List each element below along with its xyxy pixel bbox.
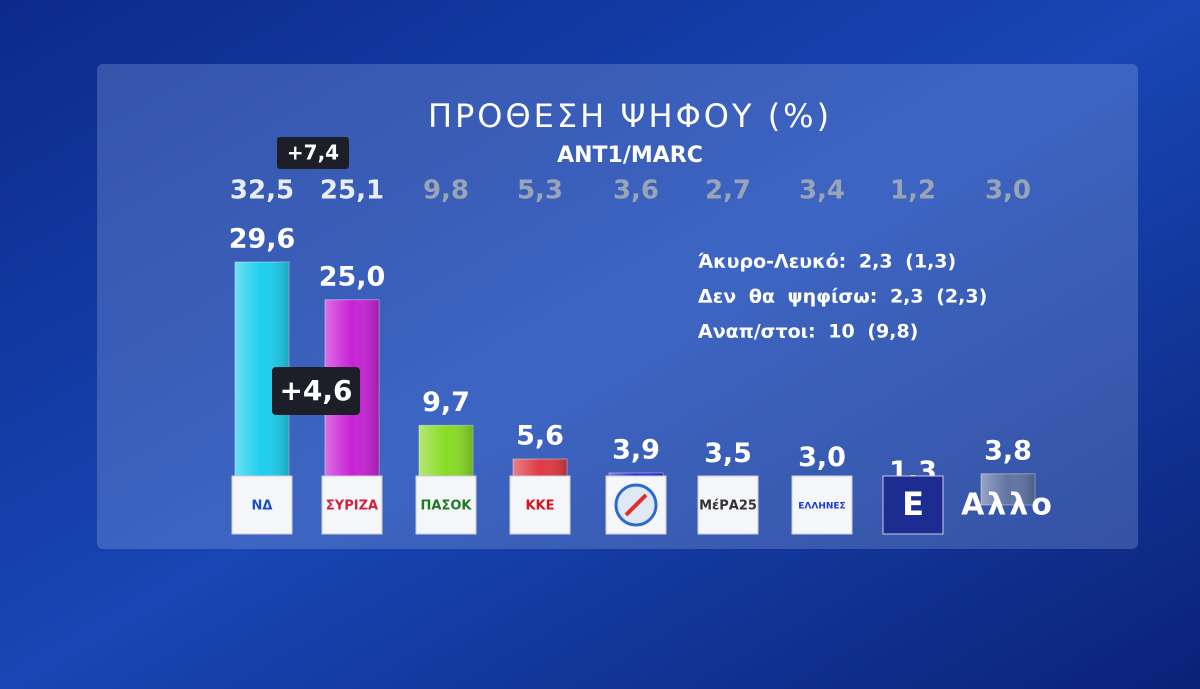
- note: Δεν θα ψηφίσω: 2,3 (2,3): [698, 286, 987, 308]
- annotation-box: [272, 367, 360, 415]
- logo-label: Αλλο: [961, 488, 1055, 523]
- annotation: +4,6: [279, 374, 352, 407]
- party-logo: [882, 475, 944, 535]
- value-label: 25,0: [319, 261, 386, 292]
- previous-value: 32,5: [230, 176, 294, 206]
- previous-value: 9,8: [423, 176, 469, 206]
- value-label: 3,5: [704, 438, 752, 469]
- logo-label: ΕΛΛΗΝΕΣ: [798, 502, 845, 512]
- note: Άκυρο-Λευκό: 2,3 (1,3): [698, 251, 956, 273]
- party-logo: [509, 475, 571, 535]
- logo-label: ΣΥΡΙΖΑ: [326, 499, 378, 514]
- previous-value: 1,2: [890, 176, 936, 206]
- party-logo: [697, 475, 759, 535]
- note: Αναπ/στοι: 10 (9,8): [698, 321, 918, 343]
- logo-label: Ε: [902, 485, 924, 523]
- party-logo: [415, 475, 477, 535]
- logo-label: ΚΚΕ: [525, 499, 554, 514]
- value-label: 5,6: [516, 421, 564, 452]
- annotation: +7,4: [287, 141, 339, 165]
- value-label: 3,8: [984, 435, 1032, 466]
- previous-value: 2,7: [705, 176, 751, 206]
- value-label: 9,7: [422, 387, 470, 418]
- previous-value: 5,3: [517, 176, 563, 206]
- party-logo: [231, 475, 293, 535]
- value-label: 29,6: [229, 224, 296, 255]
- annotation-box: [277, 137, 349, 169]
- previous-value: 25,1: [320, 176, 384, 206]
- previous-value: 3,4: [799, 176, 845, 206]
- chart-subtitle: ANT1/MARC: [557, 143, 703, 168]
- logo-needle: [624, 493, 648, 517]
- party-logo: [321, 475, 383, 535]
- logo-label: ΠΑΣΟΚ: [421, 499, 473, 514]
- value-label: 3,0: [798, 442, 846, 473]
- party-logo: [791, 475, 853, 535]
- logo-label: ΝΔ: [252, 499, 273, 514]
- value-label: 3,9: [612, 434, 660, 465]
- previous-value: 3,0: [985, 176, 1031, 206]
- bar-gloss: [981, 473, 1035, 505]
- previous-value: 3,6: [613, 176, 659, 206]
- chart-title: ΠΡΟΘΕΣΗ ΨΗΦΟΥ (%): [428, 97, 832, 135]
- logo-label: ΜέΡΑ25: [699, 499, 757, 514]
